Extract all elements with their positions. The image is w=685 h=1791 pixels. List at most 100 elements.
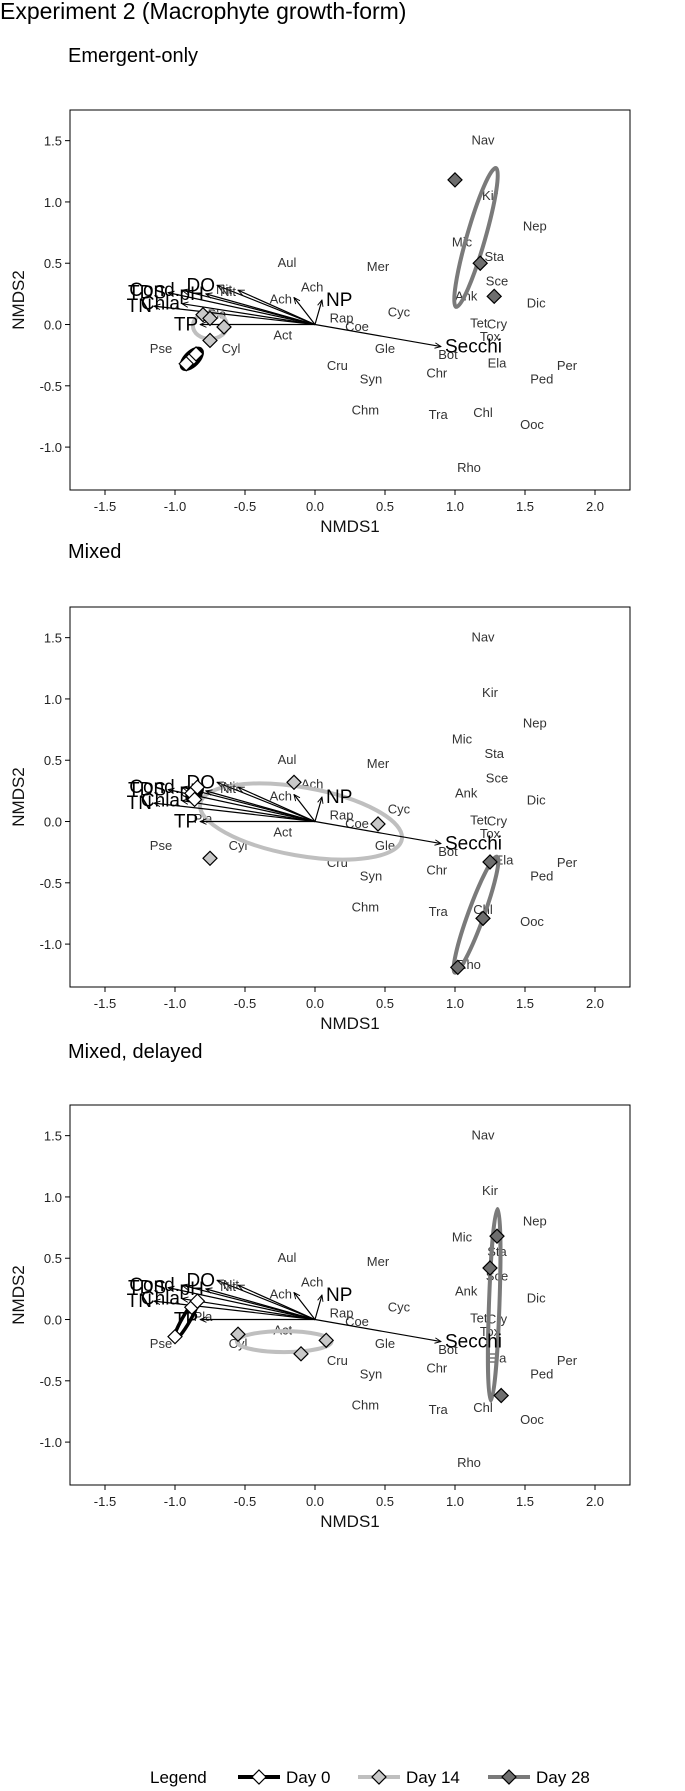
species-label-syn: Syn bbox=[360, 869, 382, 884]
plot-frame bbox=[69, 109, 631, 491]
species-label-syn: Syn bbox=[360, 1367, 382, 1382]
vector-arrow-secchi bbox=[314, 1318, 441, 1342]
species-label-cru: Cru bbox=[327, 1353, 348, 1368]
point-day28 bbox=[472, 255, 489, 272]
vector-arrow-cond bbox=[182, 290, 316, 326]
species-label-gle: Gle bbox=[375, 838, 395, 853]
panel-1: Emergent-only -1.5 -1.0 -0.5 0.0 0.5 1.0 1.5 2.0… bbox=[9, 45, 631, 536]
species-label-cyc: Cyc bbox=[388, 304, 411, 319]
y-axis-label: NMDS2 bbox=[9, 1265, 28, 1325]
y-tick-label: 1.0 bbox=[44, 195, 62, 210]
vector-label-nit: Nit bbox=[220, 284, 236, 299]
point-day14 bbox=[293, 1345, 309, 1362]
x-tick-label: 0.0 bbox=[306, 1494, 324, 1509]
x-tick-label: -1.0 bbox=[164, 996, 186, 1011]
vector-arrow-nit bbox=[238, 289, 316, 326]
species-label-mer: Mer bbox=[367, 259, 390, 274]
species-label-tet: Tet bbox=[470, 1310, 488, 1325]
species-label-mer: Mer bbox=[367, 1254, 390, 1269]
species-label-dic: Dic bbox=[527, 296, 546, 311]
legend: Legend Day 0 Day 14 Day 28 bbox=[150, 1768, 590, 1787]
point-day0 bbox=[189, 1293, 206, 1309]
vector-arrow-nit bbox=[238, 1284, 316, 1321]
species-label-gle: Gle bbox=[375, 341, 395, 356]
species-label-per: Per bbox=[557, 855, 578, 870]
x-tick-label: 1.0 bbox=[446, 996, 464, 1011]
species-label-cyl: Cyl bbox=[222, 341, 241, 356]
species-label-chm: Chm bbox=[352, 402, 379, 417]
vector-label-do: DO bbox=[187, 1270, 216, 1291]
y-tick-label: 1.0 bbox=[44, 692, 62, 707]
vector-arrow-ach bbox=[294, 795, 316, 822]
panel-title: Emergent-only bbox=[68, 45, 198, 67]
y-tick-label: 1.0 bbox=[44, 1190, 62, 1205]
y-tick-label: 1.5 bbox=[44, 631, 62, 646]
species-label-ank: Ank bbox=[455, 1283, 478, 1298]
vector-label-nit: Nit bbox=[220, 1279, 236, 1294]
x-tick-label: -0.5 bbox=[234, 1494, 256, 1509]
point-day0 bbox=[186, 791, 203, 808]
point-day14 bbox=[230, 1326, 246, 1343]
point-day0 bbox=[189, 779, 206, 796]
ellipse-day28 bbox=[485, 1207, 503, 1403]
panel-3: Mixed, delayed -1.5 -1.0 -0.5 0.0 0.5 1.0 1.5 2.… bbox=[9, 1041, 631, 1531]
species-label-kir: Kir bbox=[482, 1183, 499, 1198]
legend-title: Legend bbox=[150, 1768, 207, 1787]
vector-arrow-cond bbox=[182, 1285, 316, 1321]
species-label-act: Act bbox=[273, 328, 292, 343]
x-tick-label: -1.5 bbox=[94, 499, 116, 514]
legend-marker-day0 bbox=[251, 1769, 267, 1785]
ellipse-day28 bbox=[452, 166, 500, 309]
species-label-bot: Bot bbox=[438, 1342, 458, 1357]
y-tick-label: -0.5 bbox=[40, 379, 62, 394]
vector-label-ach: Ach bbox=[270, 1287, 292, 1302]
species-label-ped: Ped bbox=[530, 869, 553, 884]
y-axis-label: NMDS2 bbox=[9, 767, 28, 827]
point-day14 bbox=[202, 310, 218, 327]
species-label-ped: Ped bbox=[530, 1367, 553, 1382]
species-label-ach: Ach bbox=[301, 1275, 323, 1290]
species-label-ooc: Ooc bbox=[520, 914, 544, 929]
legend-label-day0: Day 0 bbox=[286, 1768, 330, 1787]
species-label-tox: Tox bbox=[480, 826, 501, 841]
vector-label-tn: TN bbox=[127, 1291, 152, 1312]
species-label-ooc: Ooc bbox=[520, 417, 544, 432]
x-tick-label: 1.5 bbox=[516, 996, 534, 1011]
vector-arrow-nit bbox=[238, 786, 316, 823]
point-day0 bbox=[178, 355, 195, 372]
legend-marker-day28 bbox=[501, 1769, 517, 1785]
point-day28 bbox=[486, 288, 503, 305]
x-tick-label: -0.5 bbox=[234, 499, 256, 514]
point-day28 bbox=[482, 1260, 498, 1276]
y-tick-label: 0.5 bbox=[44, 256, 62, 271]
point-day14 bbox=[195, 306, 211, 323]
y-tick-label: -0.5 bbox=[40, 876, 62, 891]
x-axis-label: NMDS1 bbox=[320, 517, 380, 536]
x-tick-label: -1.5 bbox=[94, 996, 116, 1011]
point-day14 bbox=[216, 319, 232, 335]
x-tick-label: -0.5 bbox=[234, 996, 256, 1011]
y-tick-label: 0.5 bbox=[44, 753, 62, 768]
species-label-ela: Ela bbox=[488, 356, 508, 371]
x-tick-label: 2.0 bbox=[586, 499, 604, 514]
vector-label-chla: Chla bbox=[141, 791, 181, 812]
point-day28 bbox=[482, 854, 498, 870]
x-tick-label: -1.0 bbox=[164, 499, 186, 514]
point-day28 bbox=[489, 1228, 505, 1245]
species-label-pse: Pse bbox=[150, 838, 172, 853]
species-label-aul: Aul bbox=[278, 1250, 297, 1265]
species-label-per: Per bbox=[557, 1353, 578, 1368]
y-tick-label: -1.0 bbox=[40, 937, 62, 952]
point-day14 bbox=[286, 774, 302, 791]
vector-label-ach: Ach bbox=[270, 789, 292, 804]
vector-arrow-cond bbox=[182, 787, 316, 823]
x-tick-label: 0.0 bbox=[306, 499, 324, 514]
panel-title: Mixed bbox=[68, 541, 121, 563]
species-label-cru: Cru bbox=[327, 358, 348, 373]
species-label-sce: Sce bbox=[486, 771, 508, 786]
species-label-nav: Nav bbox=[471, 1128, 495, 1143]
species-label-pse: Pse bbox=[150, 1336, 172, 1351]
point-day14 bbox=[202, 850, 218, 867]
vector-arrow-secchi bbox=[314, 323, 441, 347]
y-tick-label: 0.0 bbox=[44, 318, 62, 333]
